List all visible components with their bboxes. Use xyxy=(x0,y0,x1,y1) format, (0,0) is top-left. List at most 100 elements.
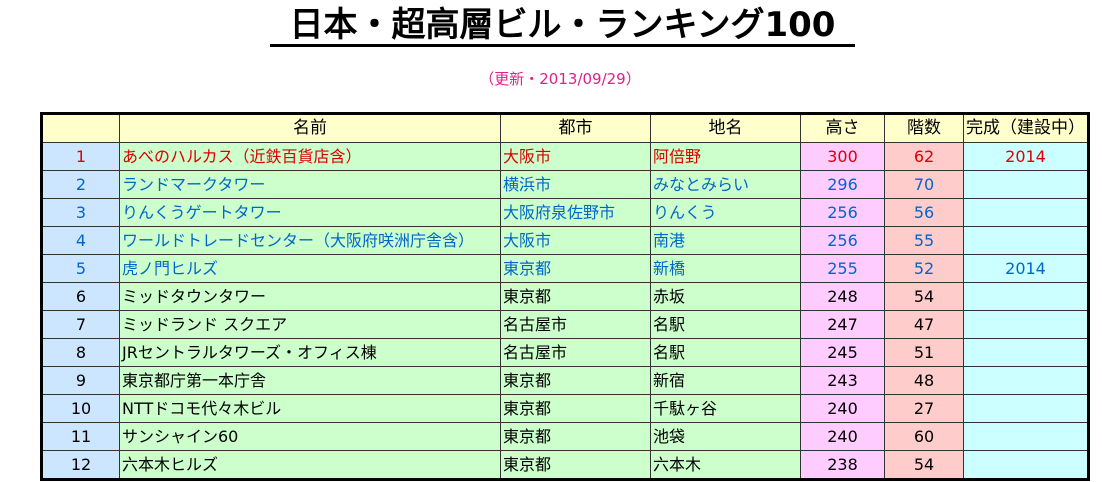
cell-place: りんくう xyxy=(650,198,801,227)
cell-city: 東京都 xyxy=(500,394,651,423)
table-row: 3 りんくうゲートタワー 大阪府泉佐野市 りんくう 256 56 xyxy=(41,198,1089,227)
cell-name: NTTドコモ代々木ビル xyxy=(119,394,501,423)
cell-floors: 56 xyxy=(884,198,964,227)
cell-name: ミッドランド スクエア xyxy=(119,310,501,339)
cell-place: 名駅 xyxy=(650,310,801,339)
table-row: 7 ミッドランド スクエア 名古屋市 名駅 247 47 xyxy=(41,310,1089,339)
cell-name: 虎ノ門ヒルズ xyxy=(119,254,501,283)
update-date: （更新・2013/09/29） xyxy=(479,70,641,88)
header-place: 地名 xyxy=(650,113,801,143)
header-name: 名前 xyxy=(119,113,501,143)
cell-height: 238 xyxy=(800,450,885,480)
cell-name: 東京都庁第一本庁舎 xyxy=(119,366,501,395)
table-row: 6 ミッドタウンタワー 東京都 赤坂 248 54 xyxy=(41,282,1089,311)
table-row: 12 六本木ヒルズ 東京都 六本木 238 54 xyxy=(41,450,1089,480)
cell-completion xyxy=(963,338,1089,367)
cell-floors: 62 xyxy=(884,142,964,171)
cell-city: 横浜市 xyxy=(500,170,651,199)
cell-floors: 51 xyxy=(884,338,964,367)
cell-floors: 27 xyxy=(884,394,964,423)
cell-city: 大阪府泉佐野市 xyxy=(500,198,651,227)
cell-rank: 11 xyxy=(41,422,120,451)
cell-rank: 3 xyxy=(41,198,120,227)
header-floors: 階数 xyxy=(884,113,964,143)
cell-place: 千駄ヶ谷 xyxy=(650,394,801,423)
cell-rank: 8 xyxy=(41,338,120,367)
cell-completion xyxy=(963,366,1089,395)
header-rank xyxy=(41,113,120,143)
cell-city: 東京都 xyxy=(500,254,651,283)
cell-rank: 5 xyxy=(41,254,120,283)
cell-completion xyxy=(963,198,1089,227)
cell-place: 阿倍野 xyxy=(650,142,801,171)
cell-name: 六本木ヒルズ xyxy=(119,450,501,480)
cell-place: 新宿 xyxy=(650,366,801,395)
table-row: 10 NTTドコモ代々木ビル 東京都 千駄ヶ谷 240 27 xyxy=(41,394,1089,423)
cell-completion: 2014 xyxy=(963,254,1089,283)
cell-height: 256 xyxy=(800,198,885,227)
cell-floors: 55 xyxy=(884,226,964,255)
cell-rank: 1 xyxy=(41,142,120,171)
table-row: 1 あべのハルカス（近鉄百貨店含） 大阪市 阿倍野 300 62 2014 xyxy=(41,142,1089,171)
cell-rank: 4 xyxy=(41,226,120,255)
header-row: 名前 都市 地名 高さ 階数 完成（建設中） xyxy=(41,113,1089,143)
cell-completion xyxy=(963,422,1089,451)
cell-height: 255 xyxy=(800,254,885,283)
header-completion: 完成（建設中） xyxy=(963,113,1089,143)
cell-rank: 10 xyxy=(41,394,120,423)
cell-completion xyxy=(963,450,1089,480)
cell-height: 245 xyxy=(800,338,885,367)
cell-height: 300 xyxy=(800,142,885,171)
cell-rank: 2 xyxy=(41,170,120,199)
cell-city: 大阪市 xyxy=(500,226,651,255)
cell-height: 248 xyxy=(800,282,885,311)
table-row: 2 ランドマークタワー 横浜市 みなとみらい 296 70 xyxy=(41,170,1089,199)
cell-city: 東京都 xyxy=(500,282,651,311)
cell-floors: 70 xyxy=(884,170,964,199)
cell-city: 大阪市 xyxy=(500,142,651,171)
cell-city: 名古屋市 xyxy=(500,338,651,367)
cell-city: 東京都 xyxy=(500,450,651,480)
cell-completion xyxy=(963,394,1089,423)
cell-name: ランドマークタワー xyxy=(119,170,501,199)
cell-place: 名駅 xyxy=(650,338,801,367)
cell-name: ワールドトレードセンター（大阪府咲洲庁舎含） xyxy=(119,226,501,255)
cell-name: あべのハルカス（近鉄百貨店含） xyxy=(119,142,501,171)
cell-place: 新橋 xyxy=(650,254,801,283)
cell-rank: 9 xyxy=(41,366,120,395)
cell-place: 六本木 xyxy=(650,450,801,480)
cell-completion xyxy=(963,226,1089,255)
table-row: 11 サンシャイン60 東京都 池袋 240 60 xyxy=(41,422,1089,451)
cell-place: みなとみらい xyxy=(650,170,801,199)
cell-city: 名古屋市 xyxy=(500,310,651,339)
cell-floors: 47 xyxy=(884,310,964,339)
cell-name: サンシャイン60 xyxy=(119,422,501,451)
building-ranking-table: 名前 都市 地名 高さ 階数 完成（建設中） 1 あべのハルカス（近鉄百貨店含）大… xyxy=(40,112,1090,481)
cell-floors: 54 xyxy=(884,282,964,311)
cell-floors: 52 xyxy=(884,254,964,283)
header-city: 都市 xyxy=(500,113,651,143)
table-row: 5 虎ノ門ヒルズ 東京都 新橋 255 52 2014 xyxy=(41,254,1089,283)
cell-height: 247 xyxy=(800,310,885,339)
cell-completion xyxy=(963,282,1089,311)
cell-height: 256 xyxy=(800,226,885,255)
table-row: 8 JRセントラルタワーズ・オフィス棟 名古屋市 名駅 245 51 xyxy=(41,338,1089,367)
page-title: 日本・超高層ビル・ランキング100 xyxy=(270,6,855,47)
cell-floors: 54 xyxy=(884,450,964,480)
cell-rank: 12 xyxy=(41,450,120,480)
cell-floors: 60 xyxy=(884,422,964,451)
cell-rank: 7 xyxy=(41,310,120,339)
cell-height: 243 xyxy=(800,366,885,395)
cell-place: 池袋 xyxy=(650,422,801,451)
header-height: 高さ xyxy=(800,113,885,143)
cell-completion xyxy=(963,170,1089,199)
cell-name: りんくうゲートタワー xyxy=(119,198,501,227)
cell-name: ミッドタウンタワー xyxy=(119,282,501,311)
cell-place: 赤坂 xyxy=(650,282,801,311)
table-row: 4 ワールドトレードセンター（大阪府咲洲庁舎含） 大阪市 南港 256 55 xyxy=(41,226,1089,255)
table-row: 9 東京都庁第一本庁舎 東京都 新宿 243 48 xyxy=(41,366,1089,395)
cell-floors: 48 xyxy=(884,366,964,395)
cell-height: 296 xyxy=(800,170,885,199)
cell-height: 240 xyxy=(800,422,885,451)
cell-city: 東京都 xyxy=(500,366,651,395)
